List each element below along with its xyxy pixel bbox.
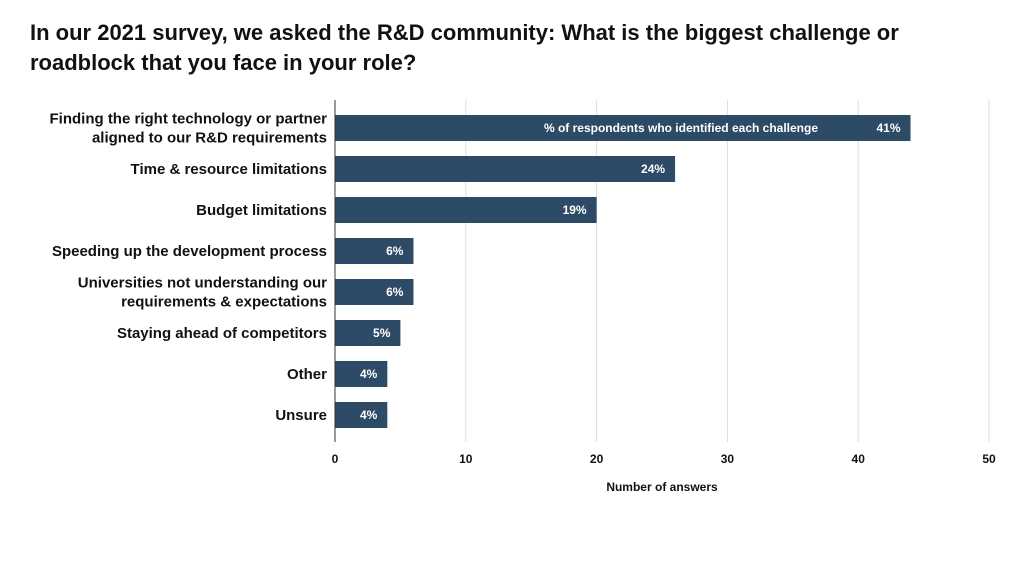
bar (335, 115, 911, 141)
category-label: aligned to our R&D requirements (92, 130, 327, 147)
bar-value-label: 41% (876, 121, 900, 135)
bar-value-label: 6% (386, 285, 404, 299)
chart-title: In our 2021 survey, we asked the R&D com… (30, 20, 899, 75)
category-label: Staying ahead of competitors (117, 325, 327, 342)
category-labels: Finding the right technology or partner a… (50, 111, 328, 425)
bar (335, 156, 676, 182)
category-label: Universities not understanding our (78, 275, 327, 292)
legend: % of respondents who identified each cha… (544, 121, 818, 135)
category-label: Other (287, 366, 327, 383)
bar (335, 238, 414, 264)
bar (335, 197, 597, 223)
bar (335, 320, 401, 346)
bar-value-label: 19% (563, 203, 587, 217)
bars: 41% 24% 19% 6% 6% 5% 4% 4% (335, 115, 911, 428)
bar-value-label: 4% (360, 367, 378, 381)
bar (335, 402, 388, 428)
category-label: Time & resource limitations (131, 161, 327, 178)
bar-value-label: 4% (360, 408, 378, 422)
x-tick-label: 10 (459, 452, 473, 466)
x-tick-label: 20 (590, 452, 604, 466)
x-tick-label: 40 (852, 452, 866, 466)
x-tick-label: 30 (721, 452, 735, 466)
bar (335, 279, 414, 305)
bar-value-label: 24% (641, 162, 665, 176)
x-axis: 0 10 20 30 40 50 Number of answers (332, 100, 996, 494)
legend-label: % of respondents who identified each cha… (544, 121, 818, 135)
x-axis-title: Number of answers (606, 480, 718, 494)
category-label: Speeding up the development process (52, 243, 327, 260)
bar-value-label: 5% (373, 326, 391, 340)
category-label: Budget limitations (196, 202, 327, 219)
grid-lines (465, 100, 990, 442)
category-label: Finding the right technology or partner (50, 111, 328, 128)
category-label: requirements & expectations (121, 294, 327, 311)
category-label: Unsure (275, 407, 327, 424)
x-tick-label: 50 (982, 452, 996, 466)
x-tick-label: 0 (332, 452, 339, 466)
bar-value-label: 6% (386, 244, 404, 258)
bar (335, 361, 388, 387)
